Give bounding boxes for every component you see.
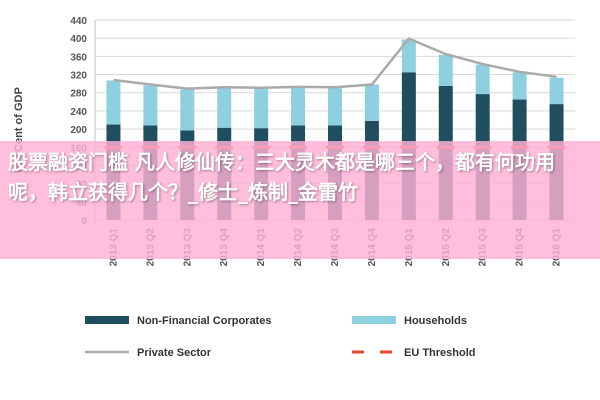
bar-households — [143, 85, 158, 126]
bar-households — [438, 55, 453, 86]
legend: Non-Financial Corporates Households Privat… — [85, 315, 476, 359]
legend-label: Households — [404, 315, 467, 327]
legend-swatch — [352, 316, 396, 324]
y-tick-label: 360 — [70, 52, 87, 63]
bar-households — [549, 77, 564, 105]
private-sector-line — [113, 37, 557, 90]
bar-households — [254, 88, 269, 129]
bar-households — [401, 39, 416, 73]
banner-text: 股票融资门槛 凡人修仙传：三大灵木都是哪三个，都有何功用呢，韩立获得几个？_修士… — [8, 150, 555, 204]
y-tick-label: 440 — [70, 16, 87, 27]
bar-households — [180, 89, 195, 131]
legend-label: EU Threshold — [404, 347, 476, 359]
bar-households — [217, 88, 232, 128]
bar-households — [475, 64, 490, 95]
y-tick-label: 240 — [70, 107, 87, 118]
bar-households — [328, 88, 342, 126]
y-tick-label: 320 — [70, 71, 87, 82]
bar-households — [364, 84, 379, 121]
y-tick-label: 280 — [70, 89, 87, 100]
y-tick-label: 200 — [70, 125, 87, 136]
bar-households — [106, 80, 121, 125]
legend-swatch — [85, 316, 129, 324]
bar-households — [291, 87, 306, 126]
legend-label: Private Sector — [137, 347, 212, 359]
y-tick-label: 400 — [70, 34, 87, 45]
legend-label: Non-Financial Corporates — [137, 315, 271, 327]
bar-households — [512, 72, 527, 100]
overlay-banner: 股票融资门槛 凡人修仙传：三大灵木都是哪三个，都有何功用呢，韩立获得几个？_修士… — [0, 141, 600, 259]
